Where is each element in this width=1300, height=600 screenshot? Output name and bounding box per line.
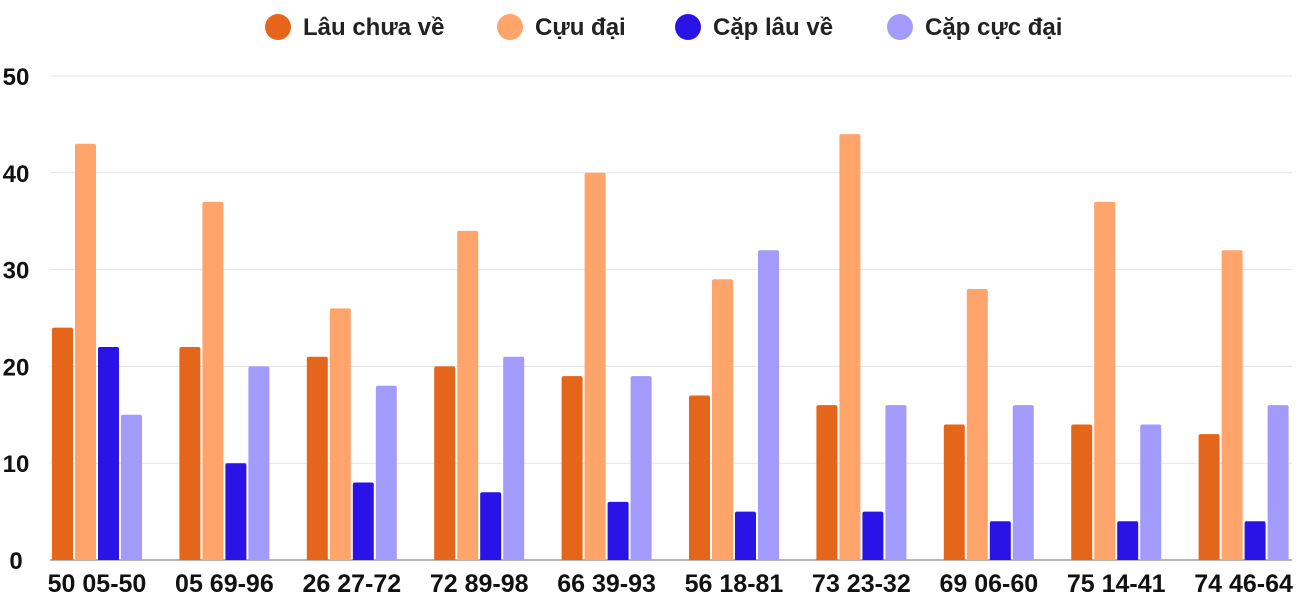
bar-cặp-lâu-về-0: [98, 347, 119, 560]
bar-lâu-chưa-về-5: [689, 395, 710, 560]
x-category-label: 26 27-72: [302, 570, 401, 598]
bar-cặp-lâu-về-9: [1244, 521, 1266, 560]
bar-lâu-chưa-về-8: [1071, 424, 1093, 560]
bar-cặp-lâu-về-4: [607, 501, 629, 560]
y-tick-label: 20: [3, 354, 30, 381]
bar-lâu-chưa-về-3: [434, 366, 456, 560]
x-category-label: 69 06-60: [939, 570, 1038, 598]
y-tick-label: 50: [3, 64, 30, 91]
bar-lâu-chưa-về-6: [816, 405, 838, 560]
legend-marker-icon: [265, 14, 291, 40]
bar-cặp-lâu-về-7: [989, 521, 1011, 560]
x-category-label: 75 14-41: [1067, 570, 1166, 598]
bar-lâu-chưa-về-2: [306, 356, 328, 560]
x-category-label: 56 18-81: [685, 570, 784, 598]
legend-label: Cặp cực đại: [925, 14, 1062, 41]
bar-cựu-đại-3: [457, 230, 479, 560]
bar-cựu-đại-6: [839, 134, 861, 560]
x-category-label: 05 69-96: [175, 570, 274, 598]
bar-cựu-đại-8: [1094, 201, 1116, 560]
bar-cặp-lâu-về-6: [862, 511, 884, 560]
bar-cặp-cực-đại-9: [1267, 405, 1289, 560]
y-tick-label: 10: [3, 451, 30, 478]
x-category-label: 73 23-32: [812, 570, 911, 598]
legend-label: Cựu đại: [535, 14, 626, 41]
bar-cựu-đại-2: [329, 308, 351, 560]
bar-cặp-lâu-về-3: [480, 492, 502, 560]
bar-cặp-cực-đại-8: [1140, 424, 1162, 560]
y-tick-label: 30: [3, 258, 30, 285]
y-tick-label: 40: [3, 161, 30, 188]
legend-marker-icon: [887, 14, 913, 40]
bar-cựu-đại-0: [75, 143, 96, 560]
bar-lâu-chưa-về-4: [561, 376, 583, 560]
legend-label: Cặp lâu về: [713, 14, 833, 41]
bar-cựu-đại-4: [584, 172, 606, 561]
bar-cặp-cực-đại-7: [1012, 405, 1034, 560]
bar-cặp-cực-đại-0: [121, 414, 142, 560]
bars: [52, 134, 1289, 561]
bar-cựu-đại-7: [966, 288, 988, 560]
bar-cặp-lâu-về-2: [352, 482, 374, 560]
bar-cựu-đại-9: [1221, 250, 1243, 561]
bar-cặp-lâu-về-8: [1117, 521, 1139, 560]
legend-marker-icon: [675, 14, 701, 40]
bar-cặp-lâu-về-1: [225, 463, 247, 560]
bar-cặp-cực-đại-4: [630, 376, 652, 560]
legend-marker-icon: [497, 14, 523, 40]
bar-cặp-cực-đại-5: [758, 250, 779, 561]
x-category-label: 74 46-64: [1194, 570, 1293, 598]
bar-cặp-cực-đại-2: [375, 385, 397, 560]
y-axis-ticks: 0 10 20 30 40 50: [3, 64, 30, 575]
bar-cặp-cực-đại-1: [248, 366, 270, 560]
bar-cặp-cực-đại-3: [503, 356, 525, 560]
x-category-label: 72 89-98: [430, 570, 529, 598]
bar-lâu-chưa-về-7: [943, 424, 965, 560]
x-category-label: 50 05-50: [48, 570, 147, 598]
bar-cựu-đại-1: [202, 201, 224, 560]
bar-lâu-chưa-về-0: [52, 327, 73, 560]
bar-cặp-lâu-về-5: [735, 511, 756, 560]
x-category-label: 66 39-93: [557, 570, 656, 598]
bar-lâu-chưa-về-9: [1198, 434, 1220, 560]
bar-cặp-cực-đại-6: [885, 405, 907, 560]
legend: Lâu chưa về Cựu đại Cặp lâu về Cặp cực đại: [265, 14, 1062, 41]
x-axis-categories: 50 05-50 05 69-96 26 27-72 72 89-98 66 39-93…: [48, 570, 1293, 598]
bar-cựu-đại-5: [712, 279, 733, 560]
y-tick-label: 0: [9, 548, 22, 575]
legend-label: Lâu chưa về: [303, 14, 444, 41]
bar-lâu-chưa-về-1: [179, 347, 201, 560]
